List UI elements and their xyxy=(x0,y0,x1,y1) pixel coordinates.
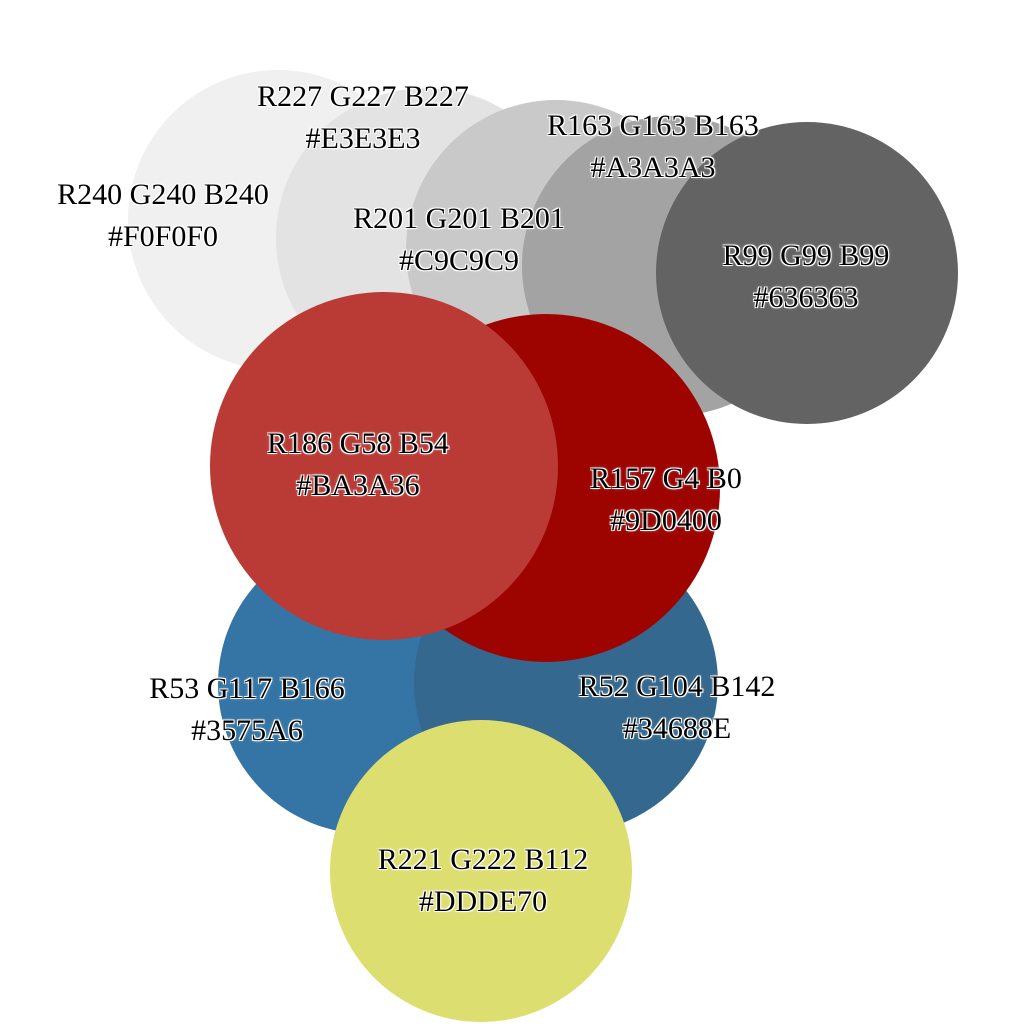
hex-text: #BA3A36 xyxy=(296,469,420,502)
hex-text: #F0F0F0 xyxy=(107,220,219,253)
hex-text: #DDDE70 xyxy=(418,885,548,918)
swatch-circle-ba3a36 xyxy=(210,292,558,640)
rgb-text: R227 G227 B227 xyxy=(257,80,469,113)
rgb-text: R52 G104 B142 xyxy=(578,670,776,703)
rgb-text: R157 G4 B0 xyxy=(590,462,742,495)
hex-text: #34688E xyxy=(622,712,732,745)
hex-text: #3575A6 xyxy=(191,714,303,747)
swatch-label-f0f0f0: R240 G240 B240 #F0F0F0 xyxy=(57,174,269,258)
swatch-circle-ddde70 xyxy=(330,720,632,1022)
rgb-text: R53 G117 B166 xyxy=(149,672,345,705)
rgb-text: R240 G240 B240 xyxy=(57,178,269,211)
swatch-label-3575a6: R53 G117 B166 #3575A6 xyxy=(149,668,345,752)
swatch-label-34688e: R52 G104 B142 #34688E xyxy=(579,666,776,750)
rgb-text: R163 G163 B163 xyxy=(547,109,759,142)
hex-text: #E3E3E3 xyxy=(305,122,421,155)
hex-text: #9D0400 xyxy=(610,504,722,537)
hex-text: #C9C9C9 xyxy=(398,244,520,277)
swatch-label-ba3a36: R186 G58 B54 #BA3A36 xyxy=(267,423,449,507)
swatch-label-c9c9c9: R201 G201 B201 #C9C9C9 xyxy=(353,198,565,282)
rgb-text: R201 G201 B201 xyxy=(353,202,565,235)
rgb-text: R99 G99 B99 xyxy=(722,239,890,272)
swatch-label-636363: R99 G99 B99 #636363 xyxy=(723,235,890,319)
swatch-label-e3e3e3: R227 G227 B227 #E3E3E3 xyxy=(257,76,469,160)
hex-text: #636363 xyxy=(753,281,859,314)
hex-text: #A3A3A3 xyxy=(590,151,716,184)
swatch-circle-636363 xyxy=(656,122,958,424)
swatch-label-a3a3a3: R163 G163 B163 #A3A3A3 xyxy=(547,105,759,189)
rgb-text: R186 G58 B54 xyxy=(267,427,449,460)
swatch-label-ddde70: R221 G222 B112 #DDDE70 xyxy=(378,839,589,923)
rgb-text: R221 G222 B112 xyxy=(377,843,589,876)
swatch-label-9d0400: R157 G4 B0 #9D0400 xyxy=(590,458,742,542)
